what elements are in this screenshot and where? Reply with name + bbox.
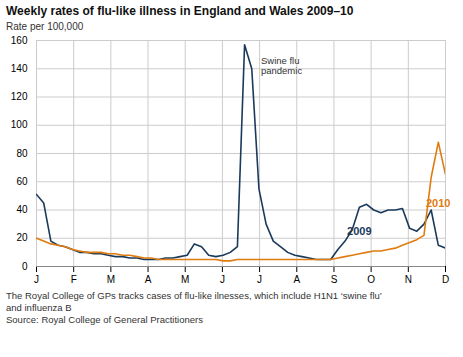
svg-text:M: M bbox=[107, 274, 115, 285]
svg-text:2010: 2010 bbox=[426, 197, 450, 209]
svg-text:60: 60 bbox=[16, 176, 28, 187]
svg-text:Swine flupandemic: Swine flupandemic bbox=[261, 55, 302, 76]
svg-text:A: A bbox=[145, 274, 152, 285]
svg-text:A: A bbox=[293, 274, 300, 285]
svg-text:0: 0 bbox=[22, 261, 28, 272]
html-text:and influenza B: and influenza B bbox=[6, 302, 72, 313]
svg-text:160: 160 bbox=[11, 35, 28, 46]
svg-text:20: 20 bbox=[16, 232, 28, 243]
svg-text:N: N bbox=[405, 274, 412, 285]
html-text:Source: Royal College of Gener: Source: Royal College of General Practit… bbox=[6, 314, 203, 325]
svg-text:140: 140 bbox=[11, 63, 28, 74]
svg-text:80: 80 bbox=[16, 148, 28, 159]
svg-text:2009: 2009 bbox=[347, 225, 371, 237]
svg-text:J: J bbox=[34, 274, 39, 285]
svg-text:O: O bbox=[367, 274, 375, 285]
svg-text:M: M bbox=[181, 274, 189, 285]
html-text:Weekly rates of flu-like illne: Weekly rates of flu-like illness in Engl… bbox=[6, 4, 354, 18]
svg-text:100: 100 bbox=[11, 119, 28, 130]
svg-text:S: S bbox=[331, 274, 338, 285]
svg-text:J: J bbox=[257, 274, 262, 285]
html-text:Rate per 100,000: Rate per 100,000 bbox=[6, 21, 84, 32]
svg-text:D: D bbox=[442, 274, 449, 285]
svg-text:J: J bbox=[220, 274, 225, 285]
html-text:The Royal College of GPs track: The Royal College of GPs tracks cases of… bbox=[6, 290, 382, 301]
svg-text:F: F bbox=[71, 274, 77, 285]
svg-text:40: 40 bbox=[16, 204, 28, 215]
svg-text:120: 120 bbox=[11, 91, 28, 102]
